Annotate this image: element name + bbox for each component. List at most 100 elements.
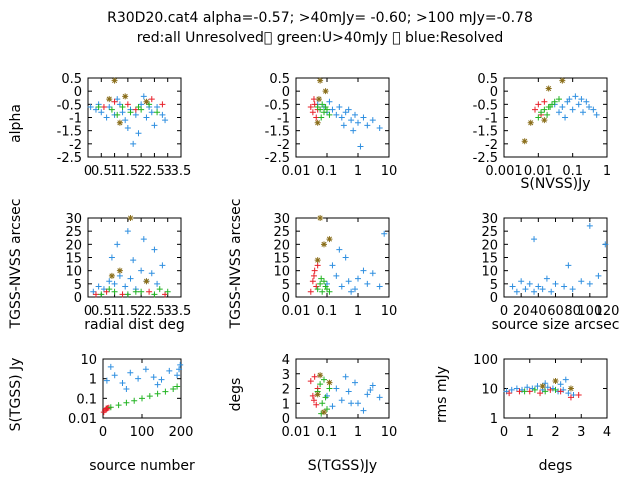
y-tick-label: 30	[273, 212, 290, 227]
data-point-green	[326, 111, 333, 118]
y-tick-label: 0	[490, 85, 498, 100]
data-point-blue	[345, 278, 352, 285]
data-point-red	[526, 388, 533, 395]
x-tick-label: 1.5	[118, 164, 139, 179]
data-point-blue	[135, 375, 142, 382]
figure-title-line2: red:all Unresolved  green:U>40mJy   blue…	[137, 30, 504, 46]
x-axis-label: S(NVSS)Jy	[520, 176, 590, 192]
data-point-blue	[355, 275, 361, 282]
data-point-blue	[524, 384, 531, 391]
y-tick-label: -2	[485, 138, 498, 153]
x-tick-label: 2.5	[144, 164, 165, 179]
data-point-green	[164, 288, 171, 295]
x-tick-label: 60	[547, 304, 564, 319]
data-point-green	[556, 96, 563, 103]
data-point-green	[138, 106, 145, 113]
x-tick-label: 1	[354, 425, 362, 440]
data-point-red	[506, 390, 513, 397]
x-tick-label: 0.01	[282, 164, 311, 179]
data-point-blue	[100, 286, 107, 293]
y-tick-label: 0.1	[76, 392, 97, 407]
data-point-green	[551, 98, 558, 105]
y-axis-label: TGSS-NVSS arcsec	[8, 199, 24, 330]
data-point-green	[322, 394, 329, 401]
data-point-blue	[338, 397, 345, 404]
x-axis-label: S(TGSS)Jy	[308, 458, 377, 474]
data-point-blue	[518, 278, 525, 285]
data-point-blue	[122, 283, 129, 290]
x-tick-label: 1	[354, 164, 362, 179]
data-point-green	[154, 390, 161, 397]
data-point-blue	[364, 391, 371, 398]
y-tick-label: -1	[485, 112, 498, 127]
x-axis-label: source number	[89, 458, 195, 474]
data-point-blue	[376, 283, 383, 290]
data-point-green	[326, 385, 333, 392]
data-point-red	[309, 109, 316, 116]
data-point-green	[95, 103, 102, 110]
plot-p1: 00.511.522.533.5-2.5-2-1.5-1-0.500.5alph…	[8, 72, 191, 179]
x-tick-label: 0.1	[317, 425, 338, 440]
x-tick-label: 0	[500, 304, 508, 319]
data-point-blue	[87, 103, 94, 110]
data-point-blue	[176, 366, 183, 373]
data-point-olive	[567, 385, 574, 392]
y-tick-label: -1	[69, 112, 82, 127]
data-point-blue	[135, 130, 142, 137]
data-point-red	[541, 98, 548, 105]
x-tick-label: 0.1	[317, 164, 338, 179]
data-point-blue	[565, 390, 572, 397]
y-tick-label: 0	[490, 291, 498, 306]
data-point-red	[132, 106, 139, 113]
data-point-blue	[119, 109, 126, 116]
data-point-olive	[122, 93, 129, 100]
data-point-blue	[572, 93, 579, 100]
data-point-green	[552, 386, 559, 393]
data-point-red	[307, 288, 314, 295]
data-point-blue	[367, 386, 374, 393]
data-point-blue	[127, 369, 134, 376]
data-point-blue	[106, 103, 113, 110]
data-point-blue	[345, 388, 352, 395]
data-point-blue	[166, 367, 173, 374]
data-point-blue	[116, 101, 123, 108]
data-point-blue	[557, 381, 564, 388]
data-point-blue	[138, 101, 145, 108]
data-point-blue	[566, 96, 573, 103]
data-point-green	[541, 106, 548, 113]
y-tick-label: 25	[481, 225, 498, 240]
y-tick-label: 0	[74, 85, 82, 100]
y-tick-label: 0.5	[477, 72, 498, 87]
x-tick-label: 1	[110, 164, 118, 179]
data-point-blue	[543, 275, 550, 282]
data-point-red	[124, 101, 131, 108]
x-tick-label: 0.1	[317, 304, 338, 319]
data-point-green	[322, 103, 329, 110]
x-tick-label: 80	[564, 304, 581, 319]
x-tick-label: 2.5	[144, 304, 165, 319]
data-point-olive	[317, 215, 324, 221]
data-point-red	[307, 378, 314, 385]
figure-title-line1: R30D20.cat4 alpha=-0.57; >40mJy= -0.60; …	[107, 10, 533, 26]
y-tick-label: -0.5	[57, 98, 82, 113]
x-axis-label: degs	[539, 458, 573, 474]
data-point-olive	[116, 119, 123, 126]
plot-frame	[503, 77, 608, 158]
y-tick-label: 0	[282, 85, 290, 100]
data-point-red	[516, 388, 523, 395]
data-point-red	[314, 262, 321, 269]
data-point-blue	[578, 278, 585, 285]
data-point-red	[100, 103, 107, 110]
x-tick-label: 3	[164, 304, 172, 319]
data-point-blue	[114, 96, 121, 103]
data-point-green	[318, 275, 325, 282]
data-point-blue	[586, 222, 593, 229]
x-tick-label: 120	[595, 304, 620, 319]
data-point-blue	[329, 262, 336, 269]
data-point-green	[106, 286, 113, 293]
data-point-blue	[148, 270, 155, 277]
data-point-blue	[326, 98, 333, 105]
data-point-blue	[119, 380, 126, 387]
plot-p3: 0.001 0.01 0.1 1 -2.5-2-1.5-1-0.500.5 S(NVSS)…	[473, 72, 612, 192]
y-tick-label: 5	[490, 278, 498, 293]
